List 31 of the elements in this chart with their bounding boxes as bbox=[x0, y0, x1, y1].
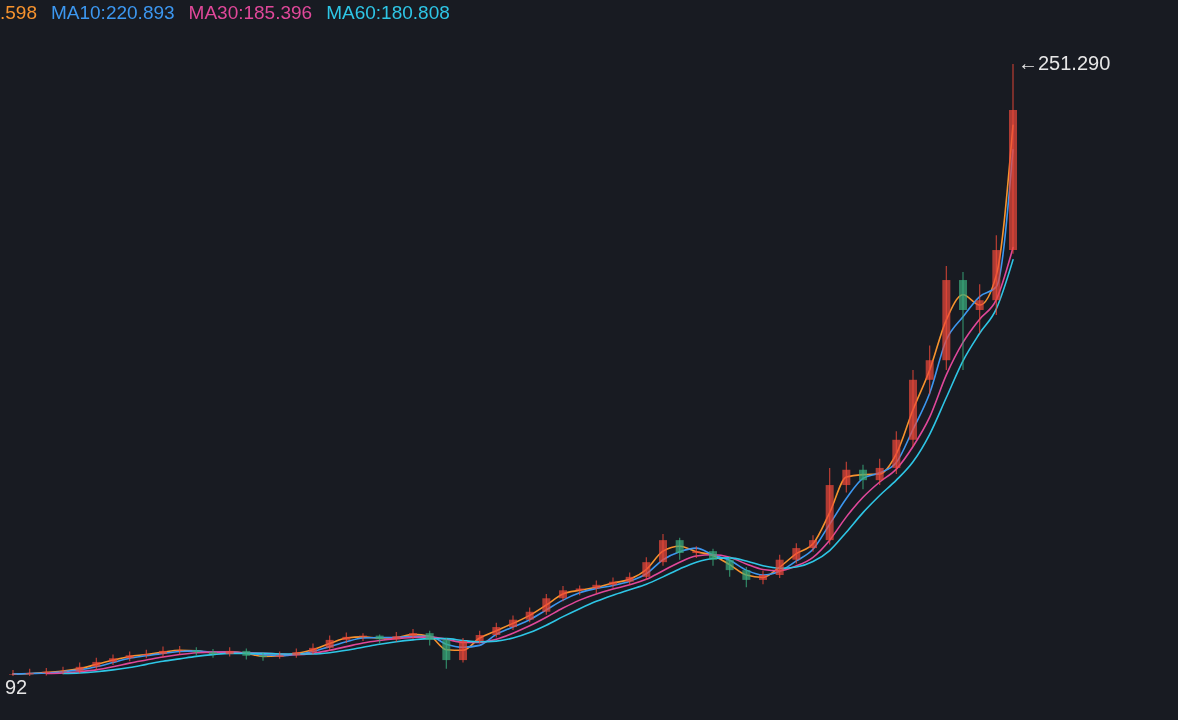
text: MA10:220.893 bbox=[50, 2, 175, 23]
candlestick bbox=[925, 344, 934, 396]
candlestick bbox=[9, 669, 17, 677]
candlestick bbox=[442, 637, 451, 670]
text: MA30:185.396 bbox=[188, 2, 313, 23]
candlestick bbox=[775, 554, 784, 579]
candlestick bbox=[975, 283, 984, 334]
candlestick bbox=[759, 570, 767, 585]
annotation: 92 bbox=[5, 676, 28, 698]
candlestick bbox=[675, 537, 684, 561]
candlestick bbox=[792, 542, 801, 564]
candlestick bbox=[609, 576, 617, 589]
candlestick bbox=[159, 646, 167, 658]
candlestick bbox=[409, 628, 417, 640]
text: .598 bbox=[0, 2, 37, 23]
candlestick bbox=[309, 642, 317, 656]
candlestick bbox=[809, 534, 817, 553]
candlestick bbox=[742, 566, 751, 588]
candlestick bbox=[109, 653, 117, 666]
candlestick bbox=[725, 556, 734, 578]
text: MA60:180.808 bbox=[326, 2, 450, 23]
candlestick bbox=[59, 666, 67, 675]
candlestick bbox=[542, 593, 551, 616]
candlestick bbox=[859, 464, 867, 490]
candlestick bbox=[209, 648, 217, 659]
candlestick bbox=[459, 637, 467, 664]
annotation: ←251.290 bbox=[1018, 52, 1111, 74]
candlestick bbox=[659, 533, 667, 567]
candlestick bbox=[875, 458, 884, 486]
candlestick bbox=[642, 556, 651, 581]
candlestick bbox=[842, 461, 851, 493]
